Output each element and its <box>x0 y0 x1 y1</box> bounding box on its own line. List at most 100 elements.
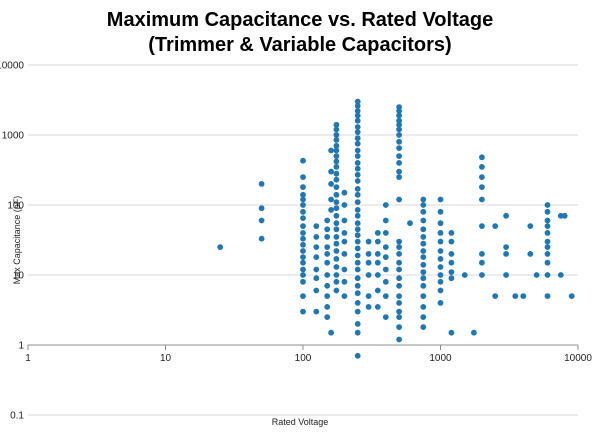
data-point <box>420 261 427 268</box>
data-point <box>420 226 427 233</box>
data-point <box>503 212 509 219</box>
data-point <box>420 234 427 240</box>
data-point <box>324 272 331 278</box>
data-point <box>503 244 509 251</box>
data-point <box>354 186 361 192</box>
data-point <box>420 217 427 224</box>
data-point <box>437 272 444 278</box>
data-point <box>374 230 381 236</box>
data-point <box>420 269 427 275</box>
data-point <box>354 117 361 124</box>
data-point <box>300 184 306 191</box>
data-point <box>354 238 361 245</box>
data-point <box>324 293 331 299</box>
data-point <box>354 199 361 206</box>
data-point <box>396 275 402 282</box>
data-point <box>503 272 509 278</box>
data-point <box>333 205 340 212</box>
data-point <box>341 278 348 285</box>
data-point <box>258 217 265 224</box>
data-point <box>396 117 402 124</box>
data-point <box>420 248 427 254</box>
data-point <box>354 252 361 259</box>
data-point <box>328 329 334 336</box>
data-point <box>354 300 361 306</box>
data-point <box>396 196 402 203</box>
data-point <box>324 251 331 257</box>
data-point <box>333 226 340 233</box>
data-point <box>354 290 361 297</box>
data-point <box>354 103 361 109</box>
data-point <box>300 230 306 236</box>
data-point <box>333 264 340 270</box>
x-axis-label: Rated Voltage <box>272 417 329 427</box>
data-point <box>365 238 372 245</box>
data-point <box>396 160 402 166</box>
data-point <box>333 278 340 285</box>
data-point <box>471 329 477 336</box>
data-point <box>354 266 361 273</box>
data-point <box>437 230 444 236</box>
chart-title-line-1: Maximum Capacitance vs. Rated Voltage <box>107 9 493 31</box>
data-point <box>374 251 381 257</box>
data-point <box>313 266 320 273</box>
data-point <box>365 293 372 299</box>
data-point <box>324 259 331 266</box>
data-point <box>527 223 534 230</box>
data-point <box>503 251 509 257</box>
y-tick-label: 1000 <box>2 131 25 142</box>
data-point <box>300 235 306 242</box>
data-point <box>479 184 485 191</box>
data-point <box>544 202 551 208</box>
data-point <box>300 254 306 260</box>
data-point <box>479 259 485 266</box>
data-point <box>354 207 361 213</box>
data-point <box>382 244 389 251</box>
data-point <box>479 196 485 203</box>
data-point <box>341 251 348 257</box>
data-point <box>333 153 340 160</box>
data-point <box>354 308 361 315</box>
data-point <box>396 336 402 343</box>
data-point <box>333 184 340 191</box>
data-point <box>354 191 361 198</box>
data-point <box>354 165 361 172</box>
data-point <box>407 220 413 227</box>
data-point <box>300 196 306 203</box>
data-point <box>420 314 427 320</box>
data-point <box>354 135 361 142</box>
data-point <box>396 324 402 330</box>
data-point <box>382 230 389 236</box>
data-point <box>354 259 361 266</box>
data-point <box>382 293 389 299</box>
data-point <box>324 282 331 289</box>
data-point <box>354 329 361 336</box>
data-point <box>374 287 381 294</box>
data-point <box>354 232 361 239</box>
data-point <box>333 176 340 183</box>
data-point <box>324 234 331 240</box>
data-point <box>448 259 455 266</box>
data-point <box>479 251 485 257</box>
data-point <box>341 217 348 224</box>
data-point <box>313 234 320 240</box>
data-point <box>382 266 389 273</box>
data-point <box>479 272 485 278</box>
data-point <box>333 147 340 154</box>
data-point <box>520 293 527 299</box>
data-point <box>354 124 361 130</box>
x-tick-label: 10000 <box>564 353 592 364</box>
data-point <box>300 266 306 273</box>
data-point <box>420 196 427 203</box>
data-point <box>396 112 402 119</box>
y-tick-label: 100 <box>7 201 24 212</box>
data-point <box>258 205 265 212</box>
data-point <box>420 324 427 330</box>
data-point <box>382 254 389 260</box>
data-point <box>300 248 306 254</box>
data-point <box>479 174 485 181</box>
x-tick-labels: 1 10 100 1000 10000 <box>25 353 592 364</box>
data-point <box>341 230 348 236</box>
data-point <box>341 266 348 273</box>
chart-title-line-2: (Trimmer & Variable Capacitors) <box>148 34 451 56</box>
